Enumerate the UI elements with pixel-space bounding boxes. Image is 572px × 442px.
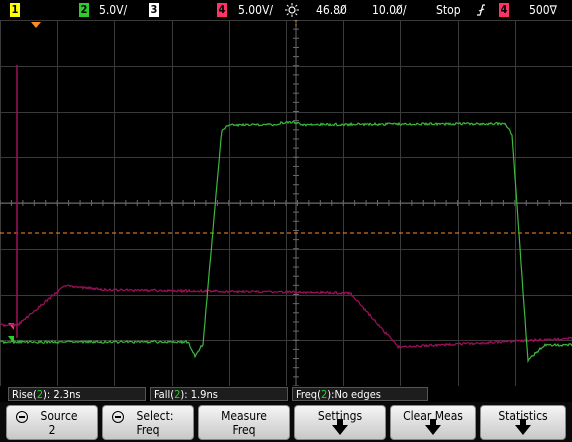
measurement-bar: Rise(2): 2.3ns Fall(2): 1.9ns Freq(2):No… [0, 386, 572, 402]
axis-ticks [0, 20, 562, 386]
submenu-arrow-icon [425, 419, 441, 435]
waveform-display[interactable] [0, 20, 572, 386]
status-bar: 1 2 5.0V/ 3 4 5.00V/ 46.80̸ 10.00̸/ Stop… [0, 0, 572, 20]
measure-label: Measure [221, 409, 267, 423]
settings-softkey[interactable]: Settings [294, 405, 386, 440]
trigger-source-number: 4 [500, 3, 508, 16]
submenu-arrow-icon [332, 419, 348, 435]
clear-meas-label: Clear Meas [403, 409, 463, 423]
timebase-readout: 10.00̸/ [372, 3, 407, 17]
source-label: Source [40, 409, 78, 423]
entry-knob-icon [112, 411, 124, 423]
fall-label: Fall( [154, 388, 175, 401]
freq-channel: 2 [320, 388, 328, 401]
select-softkey[interactable]: Select: Freq [102, 405, 194, 440]
channel-3-number: 3 [150, 3, 158, 16]
frequency-measurement: Freq(2):No edges [292, 387, 428, 401]
submenu-arrow-icon [515, 419, 531, 435]
trigger-source-indicator[interactable]: 4 [499, 3, 509, 17]
rise-label: Rise( [12, 388, 37, 401]
source-value: 2 [48, 423, 56, 437]
sun-trigger-icon [285, 3, 299, 17]
rising-edge-icon [477, 4, 485, 16]
trigger-time-marker[interactable] [31, 22, 41, 28]
channel-4-scale: 5.00V/ [238, 3, 274, 17]
channel-4-number: 4 [218, 3, 226, 16]
rise-value: ): 2.3ns [43, 388, 81, 401]
rise-channel: 2 [36, 388, 44, 401]
entry-knob-icon [16, 411, 28, 423]
channel-4-indicator[interactable]: 4 [217, 3, 227, 17]
rise-time-measurement: Rise(2): 2.3ns [8, 387, 146, 401]
statistics-softkey[interactable]: Statistics [480, 405, 566, 440]
fall-channel: 2 [174, 388, 181, 401]
freq-label: Freq( [296, 388, 321, 401]
channel-3-indicator[interactable]: 3 [149, 3, 159, 17]
select-value: Freq [136, 423, 160, 437]
channel-2-trace [0, 120, 572, 364]
channel-2-indicator[interactable]: 2 [79, 3, 89, 17]
trigger-level: 500∇ [529, 3, 557, 17]
channel-1-indicator[interactable]: 1 [10, 3, 20, 17]
channel-2-number: 2 [80, 3, 88, 16]
statistics-label: Statistics [498, 409, 548, 423]
source-softkey[interactable]: Source 2 [6, 405, 98, 440]
measure-value: Freq [232, 423, 256, 437]
delay-readout: 46.80̸ [316, 3, 347, 17]
channel-1-number: 1 [11, 3, 19, 16]
settings-label: Settings [317, 409, 363, 423]
fall-time-measurement: Fall(2): 1.9ns [150, 387, 288, 401]
channel-4-trace [0, 284, 572, 350]
channel-2-ground-marker[interactable] [8, 336, 14, 344]
fall-value: ): 1.9ns [180, 388, 218, 401]
softkey-bar: Source 2 Select: Freq Measure Freq Setti… [0, 402, 572, 442]
channel-2-scale: 5.0V/ [99, 3, 128, 17]
select-label: Select: [136, 409, 174, 423]
clear-meas-softkey[interactable]: Clear Meas [390, 405, 476, 440]
freq-value: ):No edges [327, 388, 381, 401]
measure-softkey[interactable]: Measure Freq [198, 405, 290, 440]
run-state: Stop [436, 3, 461, 17]
